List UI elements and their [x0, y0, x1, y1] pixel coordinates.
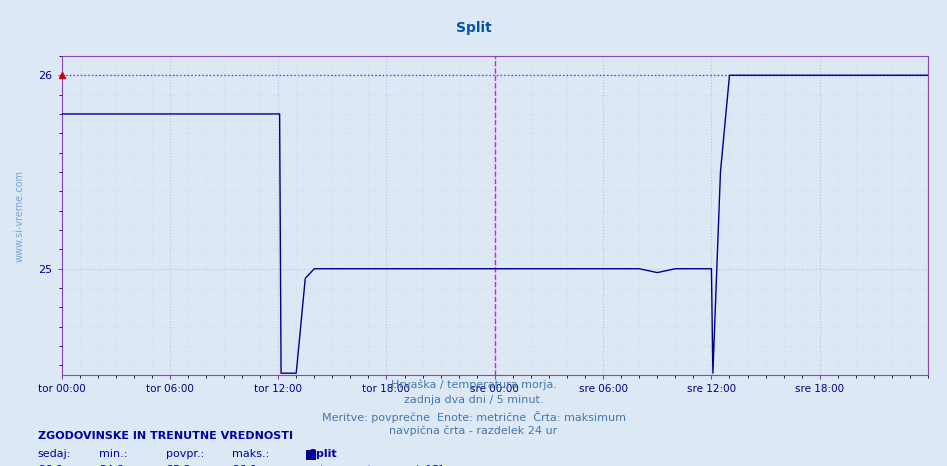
Text: maks.:: maks.:: [232, 449, 269, 459]
Text: 24,8: 24,8: [99, 465, 124, 466]
Text: www.si-vreme.com: www.si-vreme.com: [15, 170, 25, 261]
Text: povpr.:: povpr.:: [166, 449, 204, 459]
Text: sedaj:: sedaj:: [38, 449, 71, 459]
Text: Split: Split: [308, 449, 336, 459]
Text: min.:: min.:: [99, 449, 128, 459]
Text: Hrvaška / temperatura morja.: Hrvaška / temperatura morja.: [390, 380, 557, 391]
Text: 26,0: 26,0: [38, 465, 63, 466]
Text: zadnja dva dni / 5 minut.: zadnja dva dni / 5 minut.: [403, 395, 544, 405]
Text: Split: Split: [456, 21, 491, 35]
Text: navpična črta - razdelek 24 ur: navpična črta - razdelek 24 ur: [389, 426, 558, 437]
Text: 26,0: 26,0: [232, 465, 257, 466]
Text: ZGODOVINSKE IN TRENUTNE VREDNOSTI: ZGODOVINSKE IN TRENUTNE VREDNOSTI: [38, 431, 293, 441]
Text: temperatura morja[C]: temperatura morja[C]: [320, 465, 443, 466]
Text: Meritve: povprečne  Enote: metrične  Črta: maksimum: Meritve: povprečne Enote: metrične Črta:…: [321, 411, 626, 423]
Text: 25,2: 25,2: [166, 465, 190, 466]
